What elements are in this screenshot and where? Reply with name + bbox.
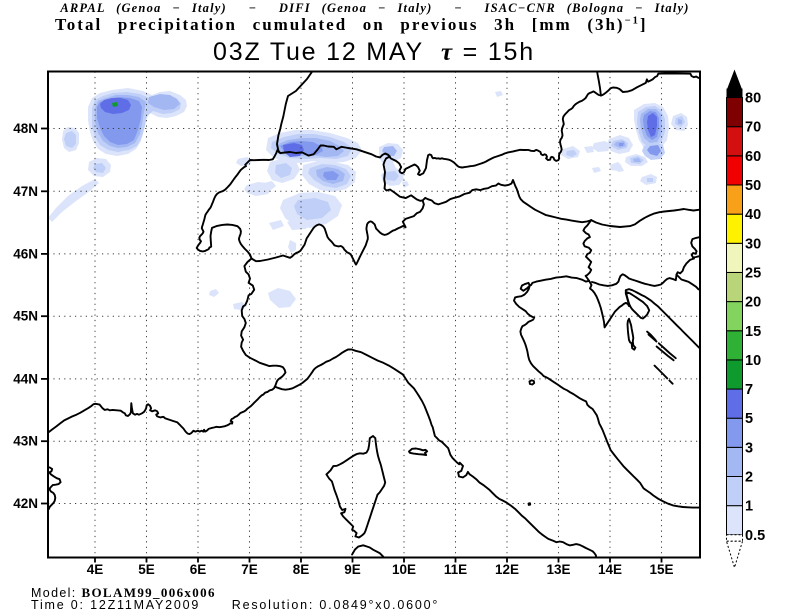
svg-text:43N: 43N bbox=[13, 434, 38, 449]
svg-text:8E: 8E bbox=[293, 562, 310, 577]
svg-text:13E: 13E bbox=[546, 562, 570, 577]
svg-text:30: 30 bbox=[745, 236, 761, 252]
svg-text:4E: 4E bbox=[87, 562, 104, 577]
svg-text:42N: 42N bbox=[13, 496, 38, 511]
svg-text:1: 1 bbox=[745, 499, 753, 515]
svg-text:15: 15 bbox=[745, 324, 761, 340]
svg-text:5E: 5E bbox=[138, 562, 155, 577]
svg-text:46N: 46N bbox=[13, 246, 38, 261]
svg-text:20: 20 bbox=[745, 295, 761, 311]
svg-text:7E: 7E bbox=[241, 562, 258, 577]
svg-text:2: 2 bbox=[745, 470, 753, 486]
svg-text:47N: 47N bbox=[13, 184, 38, 199]
svg-text:14E: 14E bbox=[598, 562, 622, 577]
svg-text:6E: 6E bbox=[190, 562, 207, 577]
svg-text:12E: 12E bbox=[495, 562, 519, 577]
svg-text:60: 60 bbox=[745, 149, 761, 165]
svg-text:70: 70 bbox=[745, 120, 761, 136]
svg-text:80: 80 bbox=[745, 91, 761, 107]
svg-text:7: 7 bbox=[745, 382, 753, 398]
svg-text:45N: 45N bbox=[13, 309, 38, 324]
svg-text:15E: 15E bbox=[649, 562, 673, 577]
svg-text:25: 25 bbox=[745, 265, 761, 281]
svg-text:48N: 48N bbox=[13, 121, 38, 136]
svg-text:9E: 9E bbox=[344, 562, 361, 577]
svg-text:10: 10 bbox=[745, 353, 761, 369]
svg-text:5: 5 bbox=[745, 411, 753, 427]
svg-text:3: 3 bbox=[745, 440, 753, 456]
svg-text:40: 40 bbox=[745, 207, 761, 223]
svg-text:44N: 44N bbox=[13, 371, 38, 386]
svg-text:10E: 10E bbox=[392, 562, 416, 577]
svg-text:11E: 11E bbox=[444, 562, 467, 577]
svg-text:0.5: 0.5 bbox=[745, 528, 765, 544]
svg-text:50: 50 bbox=[745, 178, 761, 194]
